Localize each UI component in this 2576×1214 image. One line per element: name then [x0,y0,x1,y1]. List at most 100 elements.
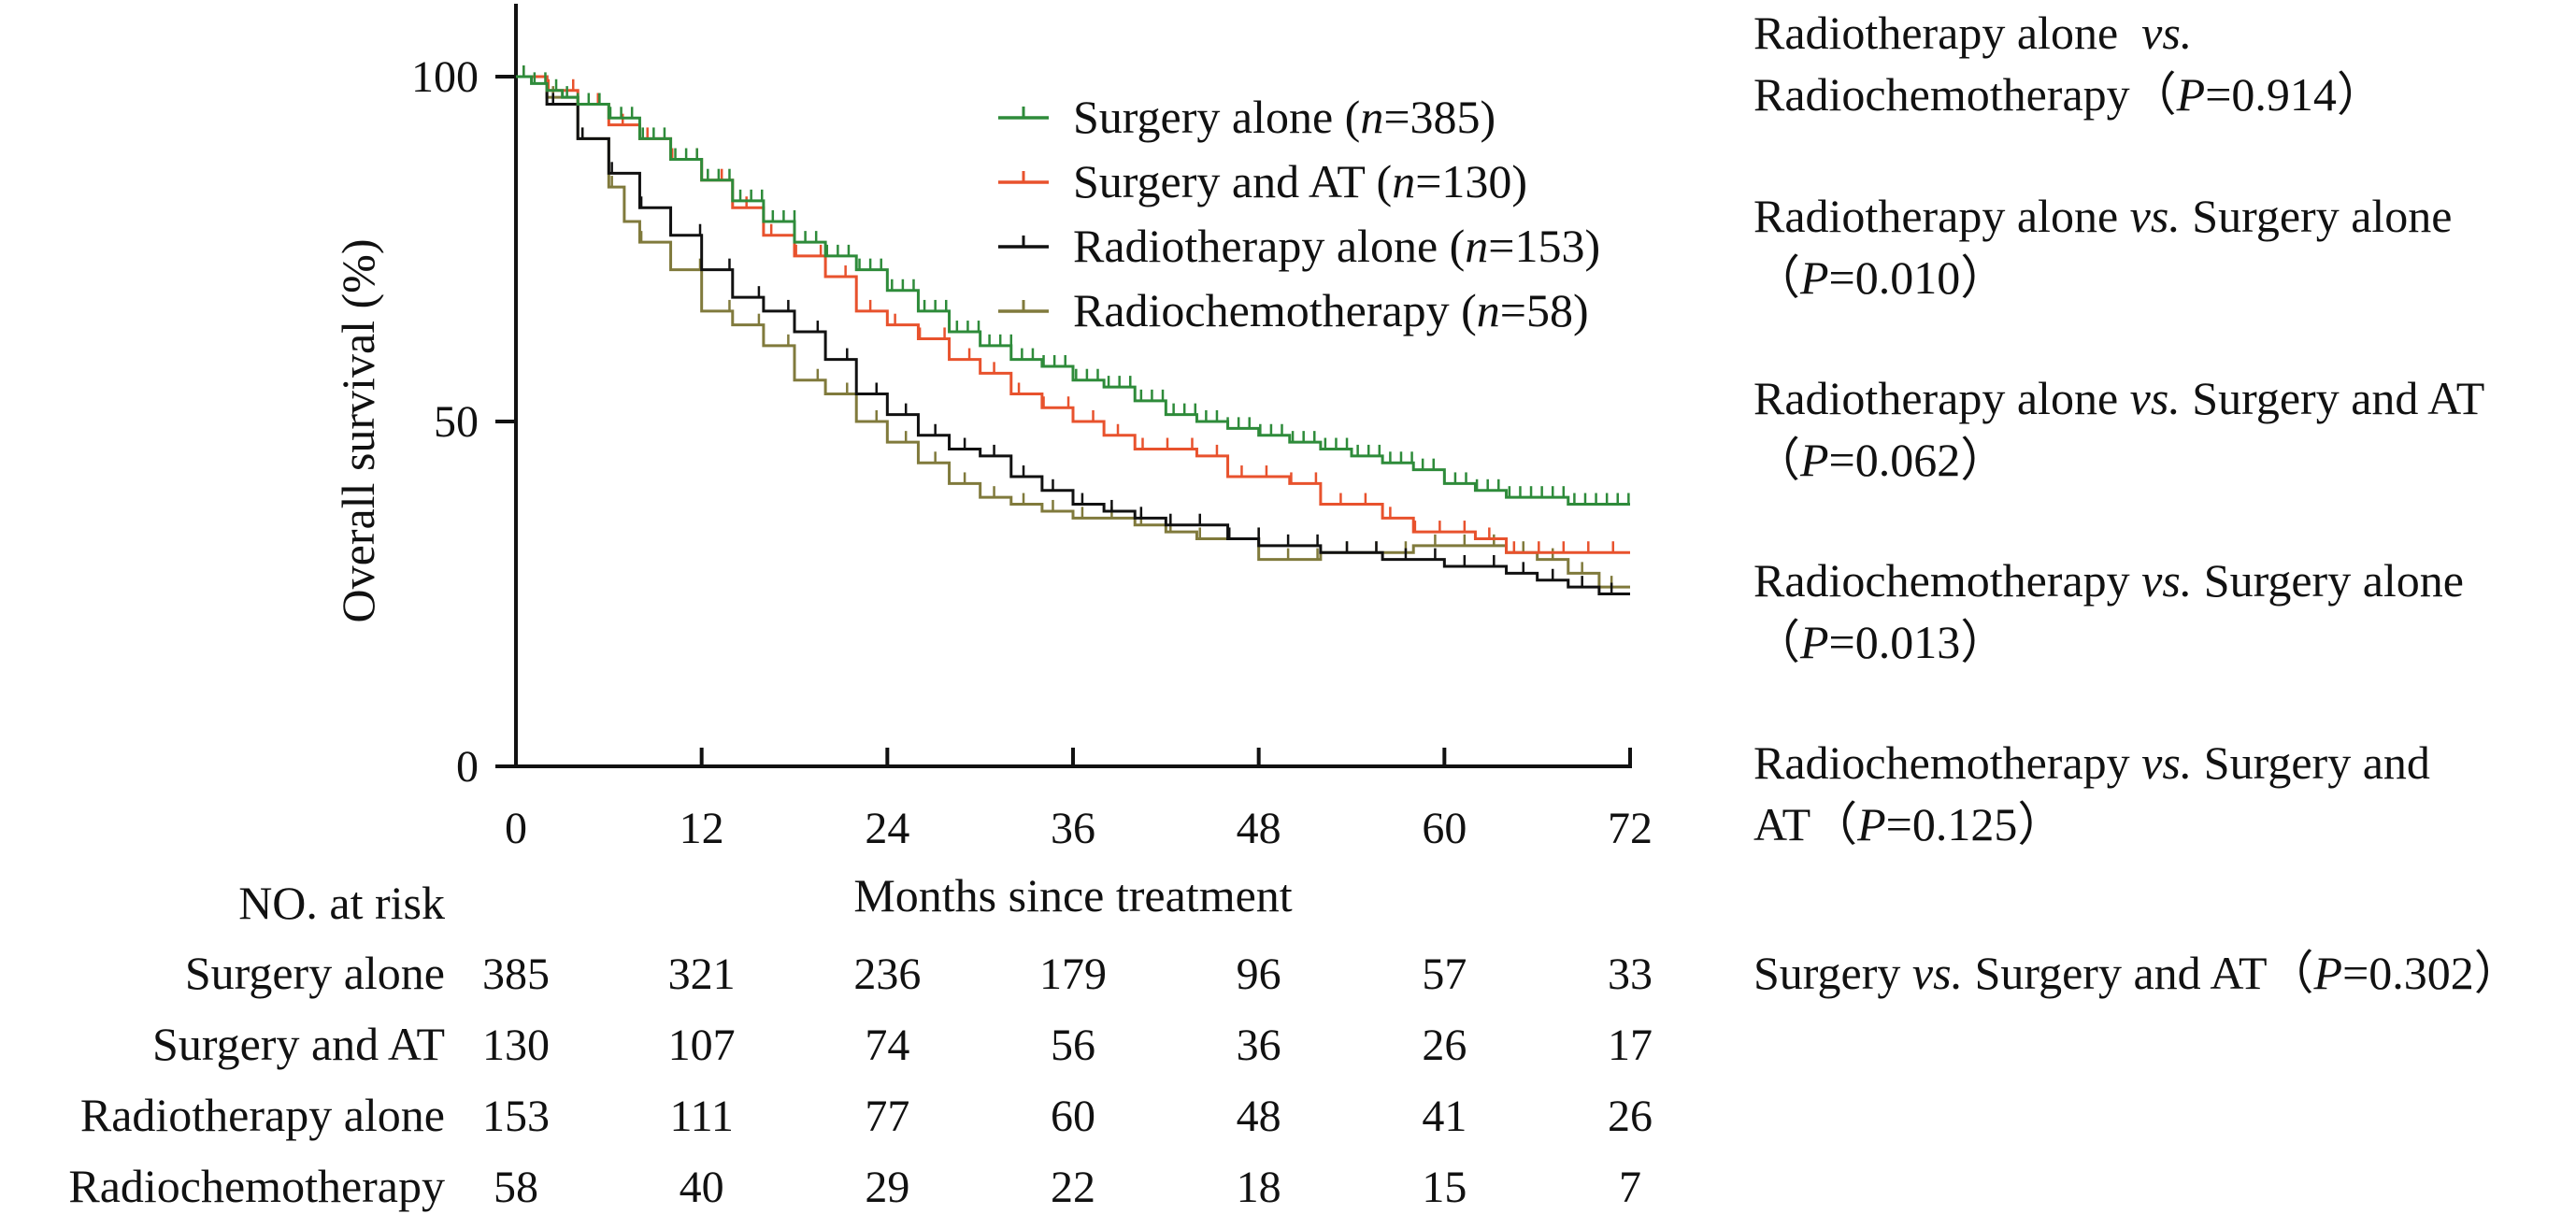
survival-curve-3 [516,75,1630,589]
risk-row-label: Radiochemotherapy [68,1160,445,1212]
risk-value: 77 [865,1092,909,1141]
chart-legend: Surgery alone (n=385)Surgery and AT (n=1… [998,91,1600,336]
risk-value: 111 [669,1092,733,1141]
risk-value: 26 [1422,1021,1467,1070]
risk-value: 107 [668,1021,736,1070]
p-label: P [1800,616,1829,668]
y-tick-label: 0 [456,742,479,792]
comparison-group-b: Surgery and AT [1974,947,2268,999]
x-tick-label: 72 [1608,804,1653,853]
comparison-group-a: Radiotherapy alone [1753,190,2119,242]
comparison-group-b: Surgery alone [2203,554,2464,607]
risk-value: 56 [1051,1021,1095,1070]
p-label: P [1857,798,1886,850]
y-tick-label: 50 [434,397,479,447]
comparison-1: Radiotherapy alone vs. Radiochemotherapy… [1753,7,2383,121]
risk-value: 236 [853,950,921,999]
comparison-vs: vs. [2141,736,2193,789]
p-value: =0.062 [1828,434,1961,486]
legend-series-name: Surgery and AT ( [1073,155,1392,207]
legend-entry: Surgery and AT (n=130) [1073,155,1527,207]
survival-chart: 0 50 100 0 12 24 36 48 60 72 Months since treatmen… [68,4,1653,1212]
legend-n-value: =58) [1500,284,1589,336]
comparison-group-b: Radiochemotherapy [1753,68,2130,121]
risk-value: 15 [1422,1163,1467,1212]
comparison-vs: vs. [1911,947,1964,999]
legend-n-symbol: n [1477,284,1500,336]
legend-n-symbol: n [1465,220,1488,272]
y-axis-title: Overall survival (%) [332,239,384,623]
risk-value: 7 [1619,1163,1641,1212]
risk-value: 41 [1422,1092,1467,1141]
x-tick-label: 48 [1237,804,1281,853]
comparison-vs: vs. [2141,554,2193,607]
comparison-group-b: Surgery alone [2192,190,2453,242]
risk-value: 33 [1608,950,1653,999]
legend-n-value: =153) [1488,220,1600,272]
x-tick-label: 24 [865,804,909,853]
risk-value: 18 [1237,1163,1281,1212]
comparison-vs: vs. [2141,7,2193,59]
p-value: =0.013 [1828,616,1961,668]
legend-entry: Surgery alone (n=385) [1073,91,1496,143]
legend-n-value: =385) [1383,91,1496,143]
risk-value: 40 [680,1163,724,1212]
x-tick-label: 60 [1422,804,1467,853]
risk-value: 17 [1608,1021,1653,1070]
comparison-group-a: Radiochemotherapy [1753,554,2130,607]
comparison-group-a: Radiotherapy alone [1753,7,2119,59]
p-label: P [2176,68,2206,121]
p-value: =0.125 [1885,798,2018,850]
legend-entry: Radiotherapy alone (n=153) [1073,220,1600,272]
p-value: =0.010 [1828,251,1961,304]
chart-axes: 0 50 100 0 12 24 36 48 60 72 Months since treatmen… [332,4,1653,921]
x-tick-label: 36 [1051,804,1095,853]
x-axis-title: Months since treatment [853,869,1292,921]
p-label: P [1800,434,1829,486]
risk-table-title: NO. at risk [238,877,445,929]
legend-n-value: =130) [1415,155,1527,207]
risk-row-label: Surgery and AT [152,1018,445,1070]
p-value: =0.302 [2342,947,2474,999]
comparison-group-b: Surgery and AT [2192,372,2485,424]
risk-value: 57 [1422,950,1467,999]
comparison-vs: vs. [2129,372,2181,424]
risk-value: 153 [482,1092,550,1141]
risk-value: 29 [865,1163,909,1212]
comparison-group-a: Surgery [1753,947,1901,999]
p-label: P [2313,947,2343,999]
comparison-group-a: Radiochemotherapy [1753,736,2130,789]
survival-curve-0 [516,75,1630,507]
risk-value: 26 [1608,1092,1653,1141]
x-tick-label: 0 [505,804,527,853]
risk-value: 385 [482,950,550,999]
risk-value: 36 [1237,1021,1281,1070]
comparison-2: Radiotherapy alone vs. Surgery alone （P=… [1753,190,2453,304]
x-tick-label: 12 [680,804,724,853]
risk-row-label: Radiotherapy alone [80,1089,445,1141]
legend-n-symbol: n [1392,155,1415,207]
survival-curve-2 [516,75,1630,595]
risk-value: 22 [1051,1163,1095,1212]
risk-table: NO. at risk Surgery alone 385 321 236 179 96 57… [68,877,1653,1212]
legend-entry: Radiochemotherapy (n=58) [1073,284,1589,336]
comparison-3: Radiotherapy alone vs. Surgery and AT （P… [1753,372,2485,486]
risk-value: 60 [1051,1092,1095,1141]
risk-value: 321 [668,950,736,999]
p-value: =0.914 [2205,68,2337,121]
risk-value: 58 [494,1163,538,1212]
legend-series-name: Surgery alone ( [1073,91,1360,143]
y-tick-label: 100 [411,52,479,102]
comparison-group-a: Radiotherapy alone [1753,372,2119,424]
comparison-group-b: Surgery and AT [1753,736,2430,850]
comparison-vs: vs. [2129,190,2181,242]
legend-n-symbol: n [1360,91,1383,143]
risk-row-label: Surgery alone [185,947,445,999]
p-label: P [1800,251,1829,304]
comparison-6: Surgery vs. Surgery and AT（P=0.302） [1753,947,2521,999]
risk-value: 48 [1237,1092,1281,1141]
risk-value: 130 [482,1021,550,1070]
legend-series-name: Radiochemotherapy ( [1073,284,1477,336]
risk-value: 74 [865,1021,909,1070]
risk-value: 179 [1039,950,1107,999]
